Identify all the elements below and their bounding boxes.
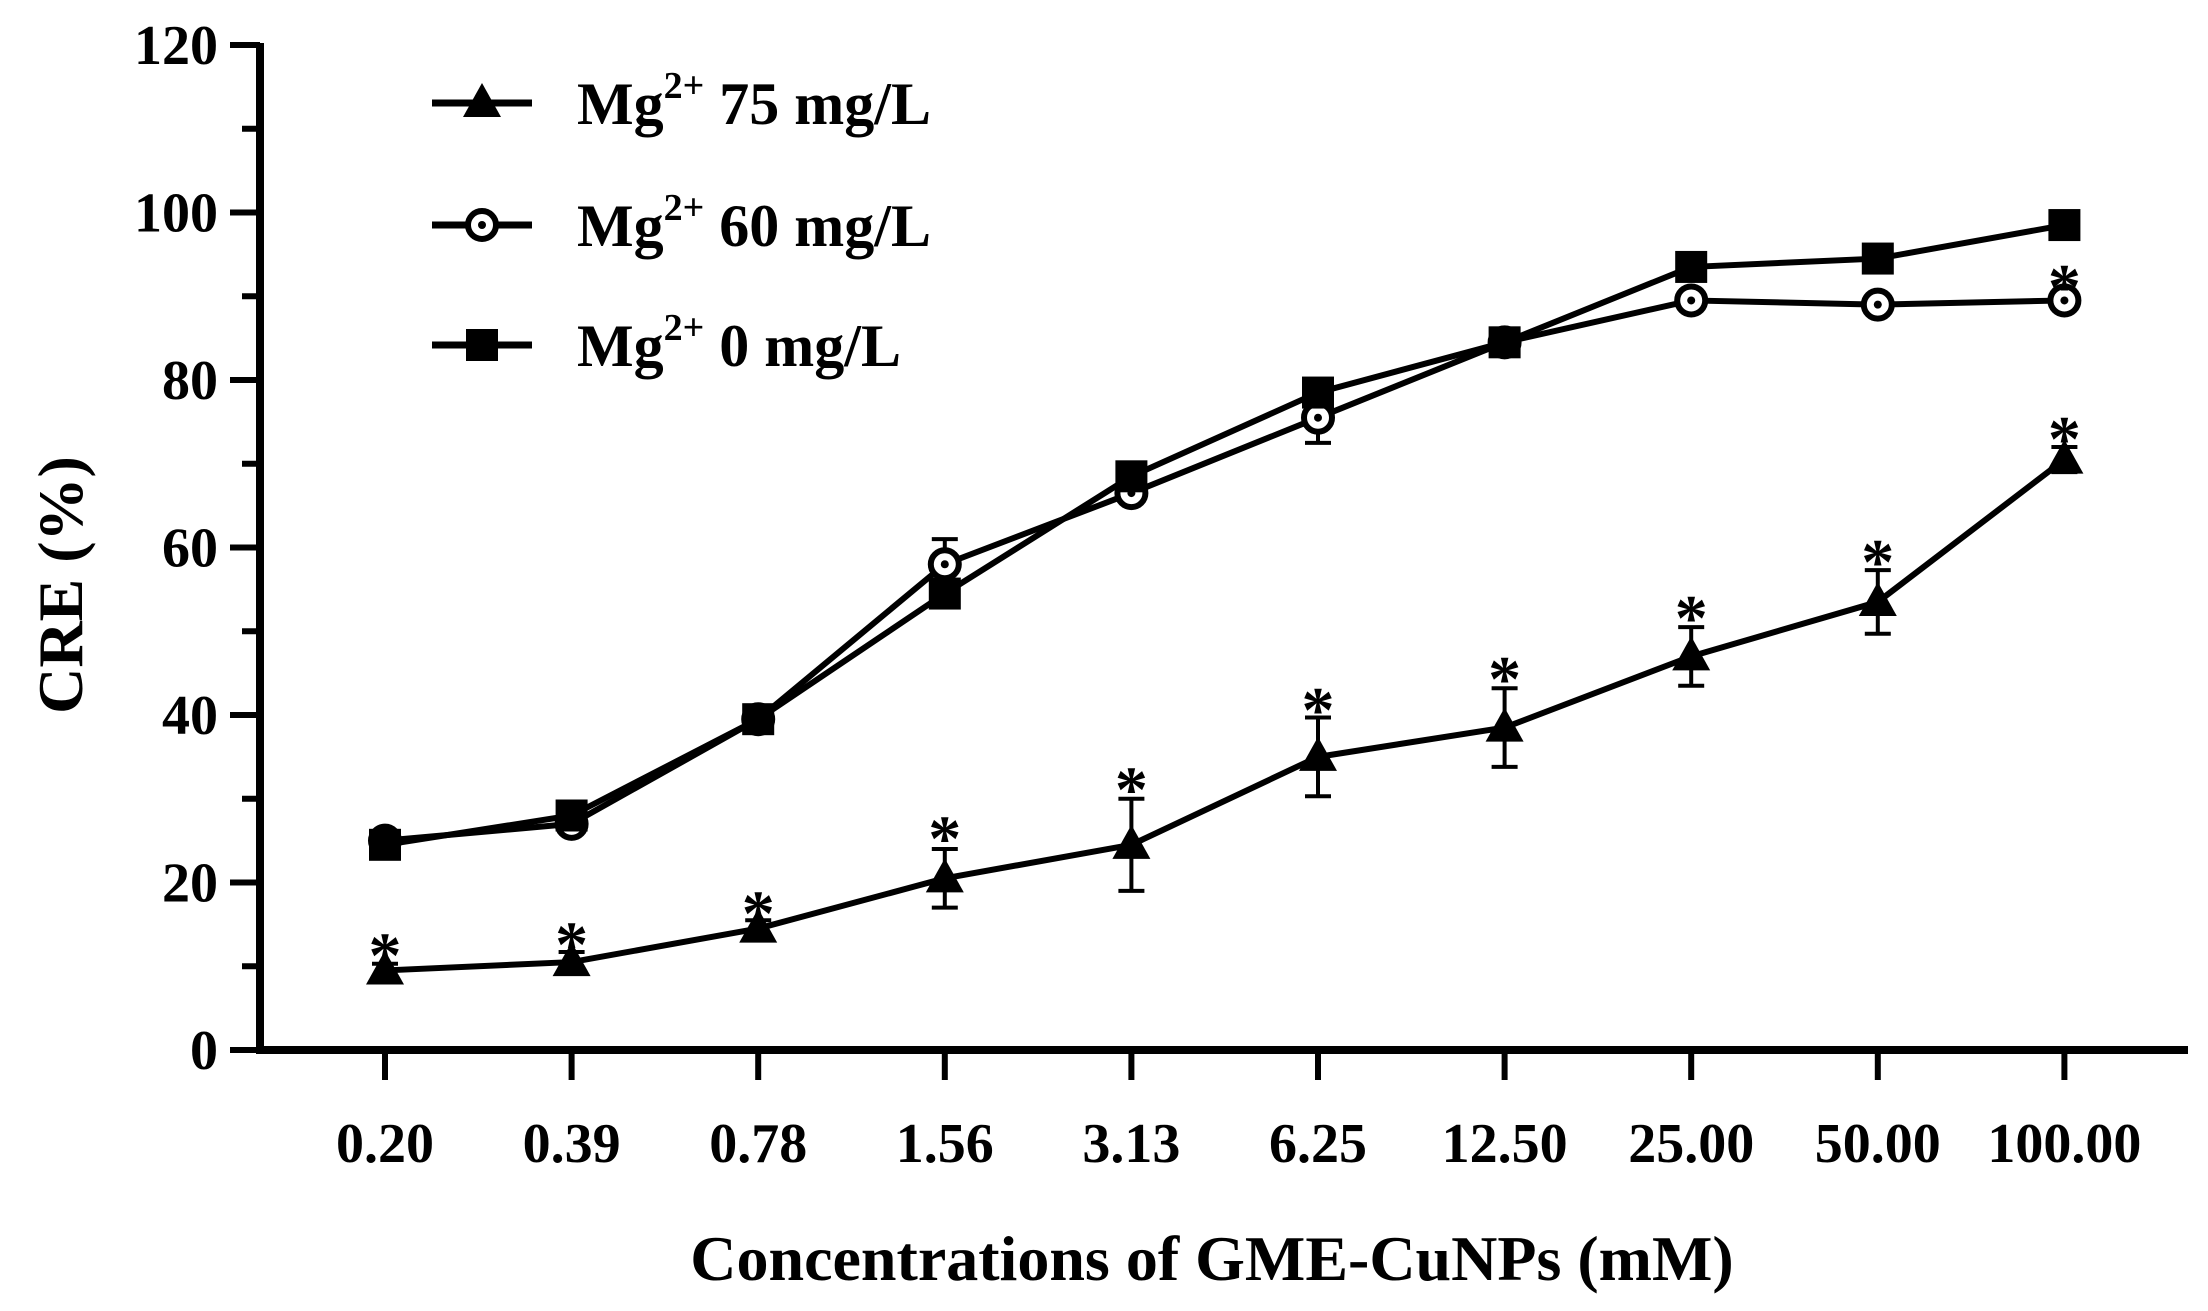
circle-marker-center (2060, 296, 2069, 305)
data-point-triangle (552, 942, 591, 977)
data-point-square (1302, 376, 1334, 409)
legend-label: Mg2+ 60 mg/L (577, 187, 931, 259)
data-point-square (1675, 250, 1708, 283)
data-point-circle (1860, 287, 1895, 322)
x-tick-label: 100.00 (1987, 1113, 2141, 1175)
x-axis-ticks: 0.20 0.39 0.78 1.56 3.13 6.25 12.50 25.00 50.00 1… (336, 1050, 2141, 1175)
data-point-triangle (925, 858, 964, 893)
x-tick-label: 25.00 (1628, 1113, 1754, 1175)
data-point-triangle (1112, 824, 1151, 859)
y-axis-ticks: 0 20 40 60 80 100 120 (134, 15, 260, 1082)
data-point-triangle (1485, 707, 1524, 742)
legend: Mg2+ 75 mg/L Mg2+ 60 mg/L Mg2+ 0 mg/L (432, 65, 931, 379)
data-point-square (1488, 326, 1521, 359)
data-point-triangle (1672, 636, 1711, 671)
x-tick-label: 12.50 (1442, 1113, 1568, 1175)
data-point-square (2048, 209, 2081, 242)
axes (256, 43, 2188, 1054)
x-tick-label: 0.78 (709, 1113, 807, 1175)
legend-item: Mg2+ 0 mg/L (432, 307, 901, 379)
legend-item: Mg2+ 60 mg/L (432, 187, 931, 259)
data-point-square (369, 828, 401, 861)
x-tick-label: 0.20 (336, 1113, 434, 1175)
legend-marker-triangle (463, 83, 501, 117)
y-tick-label: 80 (162, 350, 218, 412)
significance-asterisk: * (1302, 674, 1335, 747)
data-point-square (742, 703, 775, 736)
circle-marker-center (1687, 296, 1696, 305)
legend-item: Mg2+ 75 mg/L (432, 65, 931, 137)
legend-label: Mg2+ 0 mg/L (577, 307, 901, 379)
significance-asterisk: * (742, 878, 775, 951)
x-tick-label: 0.39 (523, 1113, 621, 1175)
series-layer (366, 209, 2084, 985)
significance-asterisk: * (1675, 582, 1708, 655)
data-point-circle (1301, 400, 1335, 435)
data-point-square (555, 799, 588, 832)
data-point-square (1115, 460, 1148, 493)
data-point-triangle (366, 950, 404, 985)
data-point-square (1861, 242, 1894, 275)
data-point-circle (1674, 283, 1709, 318)
data-point-triangle (1299, 736, 1337, 771)
legend-marker-circle (465, 208, 499, 242)
y-axis-title: CRE (%) (25, 456, 96, 714)
series-line (384, 297, 2065, 844)
legend-marker-square (466, 329, 498, 361)
series-line (384, 222, 2065, 848)
significance-asterisk: * (1488, 643, 1521, 716)
significance-asterisk: * (1115, 754, 1148, 827)
series-group (369, 209, 2081, 861)
data-point-triangle (1858, 581, 1897, 616)
y-tick-label: 60 (162, 518, 218, 580)
y-tick-label: 40 (162, 685, 218, 747)
data-point-triangle (2045, 439, 2084, 474)
circle-marker-center (478, 221, 486, 229)
data-point-square (928, 577, 961, 610)
data-point-circle (927, 547, 962, 582)
significance-asterisk: * (1861, 526, 1894, 599)
x-tick-label: 6.25 (1269, 1113, 1367, 1175)
circle-marker-center (940, 560, 949, 569)
data-point-circle (2047, 283, 2082, 318)
data-point-triangle (739, 908, 778, 943)
y-tick-label: 100 (134, 183, 218, 245)
significance-asterisk: * (928, 802, 961, 875)
series-group (366, 439, 2084, 985)
y-tick-label: 20 (162, 853, 218, 915)
significance-asterisk: * (2048, 251, 2081, 324)
significance-asterisk: * (369, 920, 402, 993)
significance-annotations: * * * * * * * * * * * (369, 251, 2081, 992)
series-line (384, 457, 2067, 974)
legend-label: Mg2+ 75 mg/L (577, 65, 931, 137)
x-tick-label: 3.13 (1082, 1113, 1180, 1175)
y-tick-label: 120 (134, 15, 218, 77)
significance-asterisk: * (555, 909, 588, 982)
x-tick-label: 1.56 (896, 1113, 994, 1175)
significance-asterisk: * (2048, 403, 2081, 476)
circle-marker-center (1873, 300, 1882, 309)
x-axis-title: Concentrations of GME-CuNPs (mM) (690, 1223, 1733, 1294)
y-tick-label: 0 (190, 1020, 218, 1082)
x-tick-label: 50.00 (1815, 1113, 1941, 1175)
circle-marker-center (1314, 413, 1322, 422)
